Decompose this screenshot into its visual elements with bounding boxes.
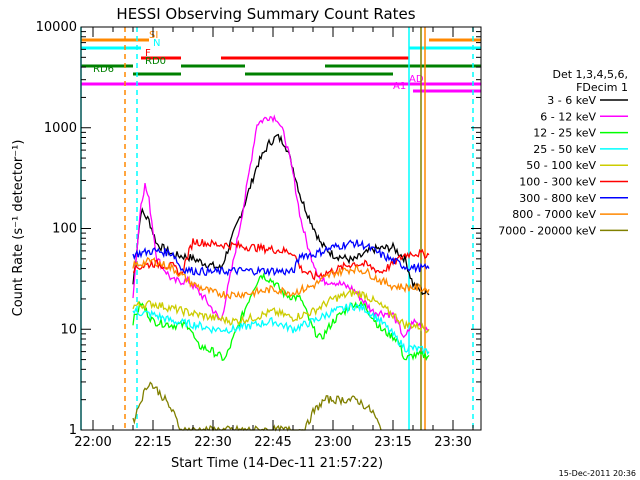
flag-bar-label: RD6 (93, 64, 114, 75)
x-tick-label: 22:30 (194, 435, 231, 450)
footer-timestamp: 15-Dec-2011 20:36 (559, 469, 636, 478)
legend-entry-label: 7000 - 20000 keV (498, 224, 596, 237)
legend-entry-label: 100 - 300 keV (519, 176, 596, 189)
series-line (132, 114, 430, 339)
series-lines (132, 114, 430, 432)
x-tick-label: 23:15 (374, 435, 411, 450)
legend-entry-label: 800 - 7000 keV (512, 208, 596, 221)
legend-header: Det 1,3,4,5,6, (552, 68, 628, 81)
x-tick-label: 22:15 (134, 435, 171, 450)
y-tick-label: 100 (52, 222, 77, 237)
legend-header: FDecim 1 (576, 81, 628, 94)
x-tick-label: 23:30 (434, 435, 471, 450)
x-tick-label: 23:00 (314, 435, 351, 450)
legend-entry-label: 300 - 800 keV (519, 192, 596, 205)
vertical-markers (80, 27, 474, 430)
series-line (132, 381, 382, 432)
flag-bar-label: RD0 (145, 56, 166, 67)
flag-bar-label: AD (409, 74, 424, 85)
legend-entry-label: 12 - 25 keV (533, 127, 596, 140)
series-line (132, 238, 430, 281)
series-line (132, 287, 430, 334)
y-tick-label: 10 (60, 322, 77, 337)
series-line (132, 272, 430, 361)
chart-title: HESSI Observing Summary Count Rates (116, 5, 415, 23)
x-axis-label: Start Time (14-Dec-11 21:57:22) (171, 456, 383, 471)
y-axis-ticks: 1 10 100 1000 10000 (36, 20, 481, 438)
flag-bar-label: SI (149, 30, 158, 41)
legend-entry-label: 50 - 100 keV (526, 159, 596, 172)
y-tick-label: 1 (69, 423, 77, 438)
legend: Det 1,3,4,5,6,FDecim 13 - 6 keV 6 - 12 ke… (498, 68, 628, 237)
series-line (132, 239, 430, 277)
series-line (132, 256, 430, 300)
legend-entry-label: 25 - 50 keV (533, 143, 596, 156)
x-tick-label: 22:45 (254, 435, 291, 450)
y-tick-label: 1000 (44, 121, 77, 136)
flag-bar-label: F (145, 48, 151, 59)
x-axis-ticks: 22:00 22:15 22:30 22:45 23:00 23:15 23:30 (74, 27, 474, 450)
flag-bar-label: A1 (393, 81, 406, 92)
y-tick-label: 10000 (36, 20, 77, 35)
legend-entry-label: 3 - 6 keV (547, 94, 596, 107)
y-axis-label: Count Rate (s⁻¹ detector⁻¹) (11, 140, 26, 317)
flag-bar-label: N (153, 38, 160, 49)
legend-entry-label: 6 - 12 keV (540, 110, 596, 123)
series-line (132, 301, 430, 356)
x-tick-label: 22:00 (74, 435, 111, 450)
